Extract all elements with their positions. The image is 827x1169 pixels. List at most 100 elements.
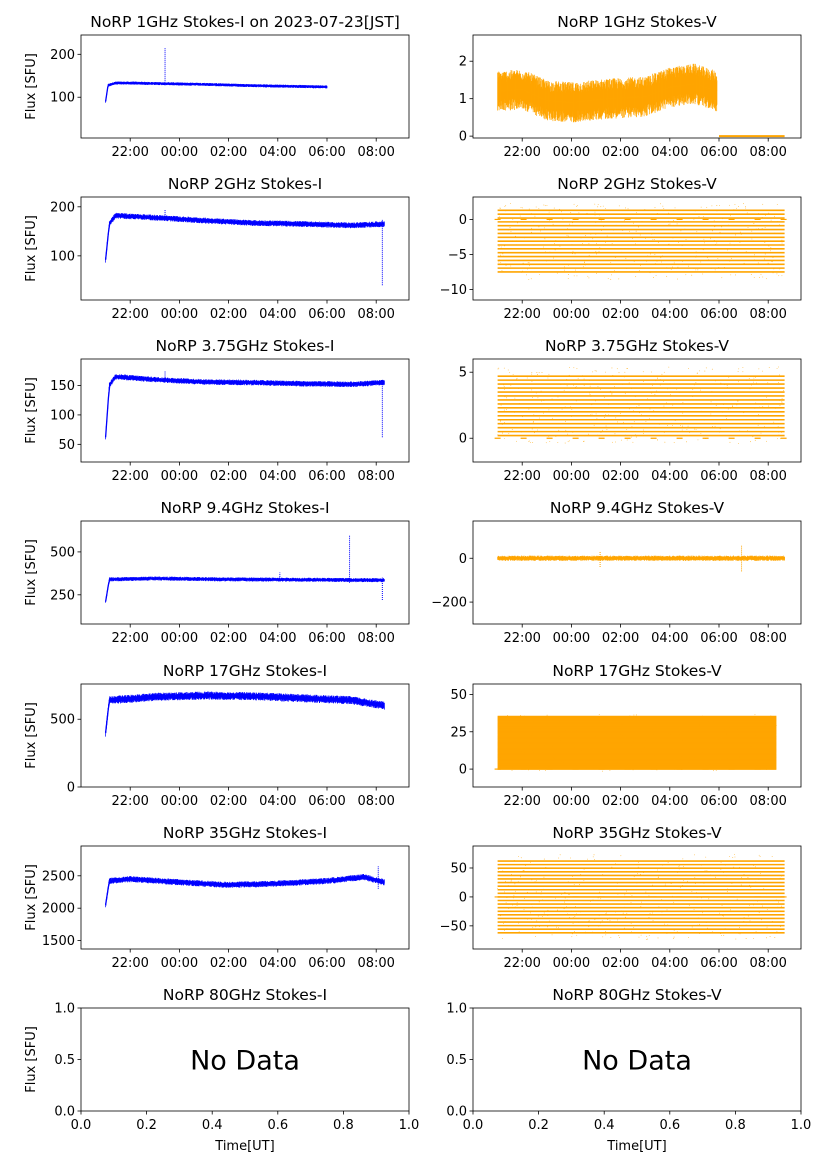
- y-tick-label: −10: [440, 283, 467, 298]
- data-point: [758, 414, 759, 416]
- data-point: [755, 382, 757, 384]
- data-point: [638, 415, 640, 417]
- data-point: [516, 377, 518, 379]
- data-point: [498, 259, 500, 261]
- data-point: [768, 212, 770, 214]
- series-0: [104, 209, 385, 286]
- data-point: [654, 254, 656, 255]
- data-point: [613, 270, 615, 272]
- data-point: [685, 274, 687, 276]
- data-point: [679, 383, 681, 385]
- data-point: [511, 429, 513, 430]
- x-tick-label: 06:00: [308, 145, 345, 160]
- data-point: [728, 377, 730, 379]
- data-point: [500, 261, 502, 263]
- data-point: [742, 367, 744, 369]
- data-point: [648, 419, 650, 421]
- data-point: [774, 232, 775, 234]
- data-point: [567, 278, 569, 280]
- data-point: [517, 222, 519, 224]
- series-0: [104, 370, 385, 440]
- data-point: [518, 402, 520, 404]
- data-point: [561, 426, 563, 428]
- data-point: [508, 432, 510, 434]
- data-point: [555, 259, 557, 261]
- data-point: [669, 394, 671, 396]
- data-point: [732, 406, 734, 408]
- data-point: [742, 371, 744, 373]
- y-tick-label: 200: [50, 200, 75, 215]
- data-point: [512, 219, 514, 221]
- data-point: [657, 376, 658, 378]
- data-point: [764, 227, 766, 229]
- data-point: [627, 244, 629, 246]
- data-point: [751, 230, 753, 232]
- data-point: [753, 223, 755, 224]
- data-point: [523, 221, 525, 223]
- data-point: [678, 242, 679, 243]
- x-tick-label: 08:00: [357, 469, 394, 484]
- data-point: [532, 397, 533, 398]
- data-point: [695, 429, 697, 430]
- plot-area: [497, 63, 785, 138]
- data-point: [703, 238, 705, 240]
- data-point: [633, 421, 635, 423]
- series-0: [104, 534, 385, 603]
- data-point: [589, 392, 590, 394]
- data-point: [571, 224, 573, 226]
- data-point: [612, 229, 614, 231]
- data-point: [608, 414, 610, 416]
- data-point: [573, 384, 574, 386]
- data-point: [781, 387, 783, 389]
- data-point: [503, 409, 505, 411]
- data-point: [534, 215, 536, 217]
- data-point: [569, 251, 571, 253]
- data-point: [649, 272, 651, 274]
- plot-area: [104, 534, 385, 603]
- data-point: [629, 230, 630, 232]
- x-tick-label: 04:00: [259, 469, 296, 484]
- data-point: [556, 387, 557, 389]
- data-point: [541, 372, 543, 373]
- data-point: [687, 248, 688, 250]
- data-point: [537, 374, 538, 375]
- data-point: [730, 215, 732, 217]
- data-point: [536, 213, 538, 215]
- data-point: [695, 269, 697, 271]
- data-point: [572, 222, 573, 224]
- y-tick-label: 100: [50, 249, 75, 264]
- data-point: [554, 242, 555, 244]
- data-point: [511, 411, 513, 413]
- y-tick-label: 200: [50, 48, 75, 63]
- data-point: [503, 437, 505, 439]
- data-point: [760, 273, 762, 275]
- data-point: [602, 429, 603, 431]
- data-point: [758, 277, 760, 278]
- data-point: [531, 373, 533, 375]
- data-point: [555, 240, 557, 241]
- data-point: [653, 410, 655, 411]
- data-point: [597, 204, 599, 205]
- data-point: [688, 368, 690, 369]
- data-point: [726, 387, 728, 388]
- data-point: [673, 260, 675, 262]
- data-point: [613, 376, 614, 377]
- data-point: [538, 208, 540, 210]
- data-point: [597, 434, 599, 436]
- data-point: [604, 242, 606, 244]
- data-point: [638, 405, 640, 407]
- data-point: [600, 220, 602, 222]
- axes-frame: [472, 196, 802, 301]
- data-point: [559, 208, 561, 210]
- data-point: [773, 268, 775, 270]
- data-point: [510, 375, 512, 377]
- data-point: [566, 234, 568, 236]
- data-point: [540, 390, 542, 392]
- data-point: [632, 238, 633, 239]
- data-point: [657, 439, 658, 441]
- data-point: [528, 278, 530, 280]
- data-point: [567, 228, 568, 230]
- data-point: [594, 211, 596, 213]
- data-point: [779, 399, 780, 401]
- x-tick-label: 04:00: [651, 145, 688, 160]
